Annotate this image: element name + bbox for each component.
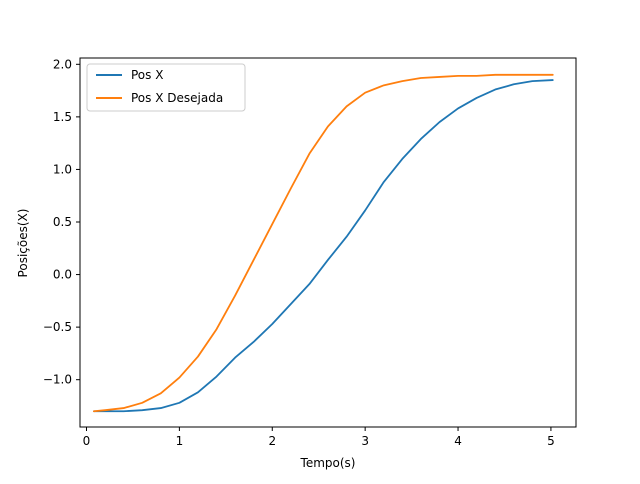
y-tick-label: 0.0 bbox=[53, 268, 72, 282]
x-tick-label: 0 bbox=[83, 434, 91, 448]
x-tick-label: 4 bbox=[454, 434, 462, 448]
legend: Pos X Pos X Desejada bbox=[86, 63, 246, 112]
x-tick-label: 5 bbox=[547, 434, 555, 448]
legend-label-pos-x: Pos X bbox=[131, 68, 163, 82]
y-tick-label: 1.5 bbox=[53, 110, 72, 124]
y-tick-label: −0.5 bbox=[43, 320, 72, 334]
legend-box bbox=[86, 63, 246, 112]
y-axis-label: Posições(X) bbox=[16, 209, 30, 278]
series-layer bbox=[93, 73, 554, 413]
y-tick-label: 0.5 bbox=[53, 215, 72, 229]
legend-label-pos-x-desejada: Pos X Desejada bbox=[131, 91, 223, 105]
x-tick-label: 2 bbox=[268, 434, 276, 448]
y-tick-label: 2.0 bbox=[53, 57, 72, 71]
x-tick-label: 1 bbox=[176, 434, 184, 448]
y-tick-label: 1.0 bbox=[53, 162, 72, 176]
y-axis-ticks: −1.0 −0.5 0.0 0.5 1.0 1.5 2.0 bbox=[43, 57, 80, 387]
series-line-pos-x-desejada bbox=[93, 73, 554, 413]
x-axis-label: Tempo(s) bbox=[300, 456, 356, 470]
y-tick-label: −1.0 bbox=[43, 373, 72, 387]
series-line-pos-x bbox=[93, 79, 554, 413]
plot-area bbox=[80, 58, 576, 427]
x-axis-ticks: 0 1 2 3 4 5 bbox=[83, 427, 555, 448]
x-tick-label: 3 bbox=[361, 434, 369, 448]
plot-frame bbox=[79, 57, 577, 428]
